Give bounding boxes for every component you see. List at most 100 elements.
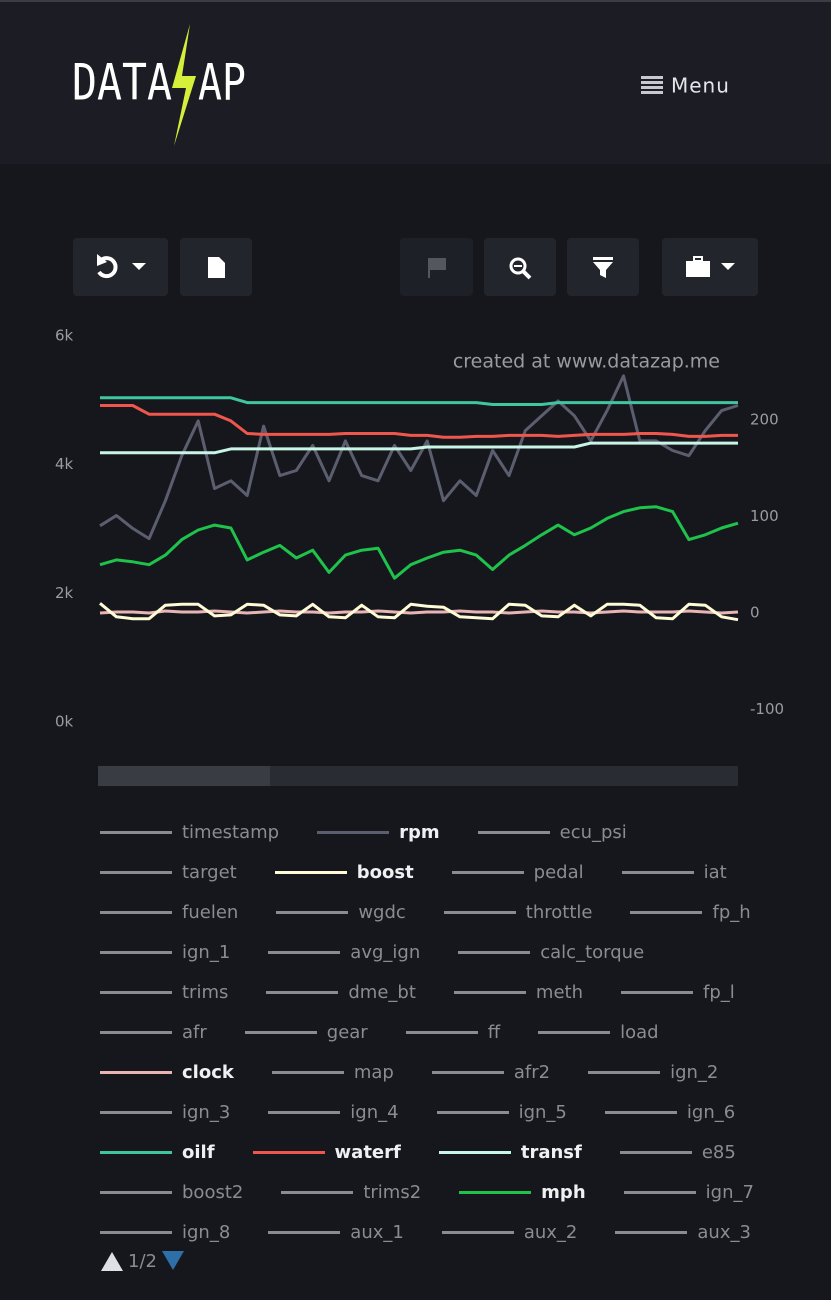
icon bbox=[686, 256, 735, 277]
flag-button[interactable] bbox=[400, 238, 473, 296]
legend-item[interactable]: map bbox=[271, 1061, 394, 1083]
legend-item[interactable]: ign_7 bbox=[623, 1182, 754, 1203]
legend-item[interactable]: timestamp bbox=[100, 822, 279, 843]
legend-label: mph bbox=[541, 1181, 586, 1203]
series-line bbox=[99, 609, 739, 615]
legend-item[interactable]: oilf bbox=[100, 1142, 215, 1163]
legend-item[interactable]: avg_ign bbox=[268, 942, 420, 963]
legend-swatch bbox=[623, 1190, 696, 1194]
legend-swatch bbox=[458, 950, 531, 954]
legend-label: boost2 bbox=[182, 1181, 244, 1203]
legend-item[interactable]: clock bbox=[100, 1062, 234, 1083]
legend-item[interactable]: ign_3 bbox=[100, 1102, 230, 1123]
legend-swatch bbox=[100, 1030, 172, 1034]
legend-swatch bbox=[615, 1230, 688, 1234]
filter-button[interactable] bbox=[567, 238, 639, 296]
legend-item[interactable]: ign_4 bbox=[268, 1102, 399, 1123]
legend-row: boost2 trims2 mph ign_7 bbox=[100, 1172, 800, 1212]
legend-swatch bbox=[271, 1070, 344, 1074]
legend-swatch bbox=[630, 910, 703, 914]
legend-item[interactable]: ign_2 bbox=[588, 1062, 718, 1083]
logo-text: AP bbox=[198, 54, 246, 112]
legend-item[interactable]: ign_1 bbox=[100, 942, 230, 963]
menu-label[interactable]: Menu bbox=[671, 74, 730, 98]
legend-item[interactable]: ff bbox=[405, 1021, 501, 1043]
legend-item[interactable]: throttle bbox=[443, 901, 593, 923]
legend-item[interactable]: afr bbox=[100, 1022, 207, 1043]
legend-item[interactable]: rpm bbox=[317, 822, 440, 843]
legend-label: pedal bbox=[533, 861, 584, 883]
legend-item[interactable]: load bbox=[538, 1022, 659, 1043]
y2-tick-label: -100 bbox=[750, 700, 784, 718]
legend-item[interactable]: fp_h bbox=[630, 902, 751, 923]
refresh-button[interactable] bbox=[73, 238, 168, 296]
legend-item[interactable]: target bbox=[100, 862, 237, 883]
legend-item[interactable]: calc_torque bbox=[458, 942, 644, 963]
page-indicator: 1/2 bbox=[128, 1250, 157, 1272]
icon bbox=[509, 257, 532, 280]
legend-swatch bbox=[100, 1230, 172, 1234]
menu-icon[interactable] bbox=[641, 76, 663, 94]
legend-label: boost bbox=[356, 861, 414, 883]
legend-swatch bbox=[477, 830, 550, 834]
y2-tick-label: 100 bbox=[750, 507, 779, 525]
legend-item[interactable]: trims bbox=[100, 982, 228, 1003]
legend-item[interactable]: waterf bbox=[252, 1142, 401, 1163]
series-line bbox=[99, 505, 739, 580]
legend-label: throttle bbox=[525, 901, 593, 923]
legend-item[interactable]: fp_l bbox=[620, 982, 735, 1003]
zoom-button[interactable] bbox=[484, 238, 556, 296]
legend-item[interactable]: ign_6 bbox=[604, 1102, 735, 1123]
legend-label: timestamp bbox=[182, 821, 280, 843]
legend-swatch bbox=[268, 1110, 341, 1114]
legend-swatch bbox=[252, 1150, 325, 1154]
legend-item[interactable]: boost2 bbox=[100, 1182, 243, 1203]
logo[interactable]: DATA AP Menu bbox=[0, 2, 831, 162]
legend-swatch bbox=[436, 1110, 509, 1114]
legend-item[interactable]: aux_1 bbox=[268, 1222, 404, 1243]
header: DATA AP Menu bbox=[0, 0, 831, 164]
legend-item[interactable]: ign_5 bbox=[436, 1102, 567, 1123]
legend-swatch bbox=[441, 1230, 514, 1234]
legend-label: aux_3 bbox=[697, 1221, 751, 1243]
legend-label: map bbox=[353, 1061, 394, 1083]
legend-item[interactable]: dme_bt bbox=[266, 982, 416, 1003]
legend-item[interactable]: trims2 bbox=[281, 1182, 421, 1203]
legend-label: clock bbox=[182, 1061, 234, 1083]
legend-item[interactable]: ign_8 bbox=[100, 1222, 230, 1243]
legend-item[interactable]: pedal bbox=[451, 861, 584, 883]
legend-item[interactable]: aux_2 bbox=[441, 1222, 577, 1243]
legend-row: ign_3 ign_4 ign_5 ign_6 bbox=[100, 1092, 800, 1132]
scrollbar-thumb[interactable] bbox=[98, 766, 270, 786]
legend-item[interactable]: afr2 bbox=[431, 1062, 550, 1083]
legend-item[interactable]: meth bbox=[453, 982, 583, 1003]
series-line bbox=[100, 404, 738, 439]
legend-item[interactable]: mph bbox=[459, 1181, 586, 1203]
series-line bbox=[100, 441, 738, 455]
legend-item[interactable]: boost bbox=[274, 861, 414, 883]
tools-button[interactable] bbox=[662, 238, 758, 296]
legend-item[interactable]: gear bbox=[244, 1022, 368, 1043]
icon bbox=[97, 254, 146, 279]
legend-item[interactable]: fuelen bbox=[100, 902, 238, 923]
legend-swatch bbox=[619, 1150, 692, 1154]
legend-label: oilf bbox=[182, 1141, 215, 1163]
legend-item[interactable]: transf bbox=[438, 1142, 582, 1163]
legend-swatch bbox=[459, 1190, 532, 1194]
legend-label: ff bbox=[487, 1021, 501, 1043]
legend-row: timestamp rpm ecu_psi bbox=[100, 812, 800, 852]
file-button[interactable] bbox=[180, 238, 252, 296]
legend-item[interactable]: e85 bbox=[619, 1141, 736, 1163]
chart: created at www.datazap.me 0k 2k 4k 6k -100 0 1… bbox=[55, 327, 784, 786]
page-down[interactable] bbox=[161, 1250, 185, 1272]
legend-item[interactable]: iat bbox=[621, 862, 727, 883]
legend-item[interactable]: ecu_psi bbox=[477, 822, 627, 843]
legend-swatch bbox=[244, 1030, 317, 1034]
legend-row: ign_1 avg_ign calc_torque bbox=[100, 932, 800, 972]
legend-item[interactable]: aux_3 bbox=[615, 1222, 751, 1243]
legend-label: ign_3 bbox=[182, 1101, 231, 1123]
legend-item[interactable]: wgdc bbox=[276, 902, 406, 923]
page-up[interactable] bbox=[100, 1250, 124, 1272]
legend-label: e85 bbox=[701, 1141, 736, 1163]
